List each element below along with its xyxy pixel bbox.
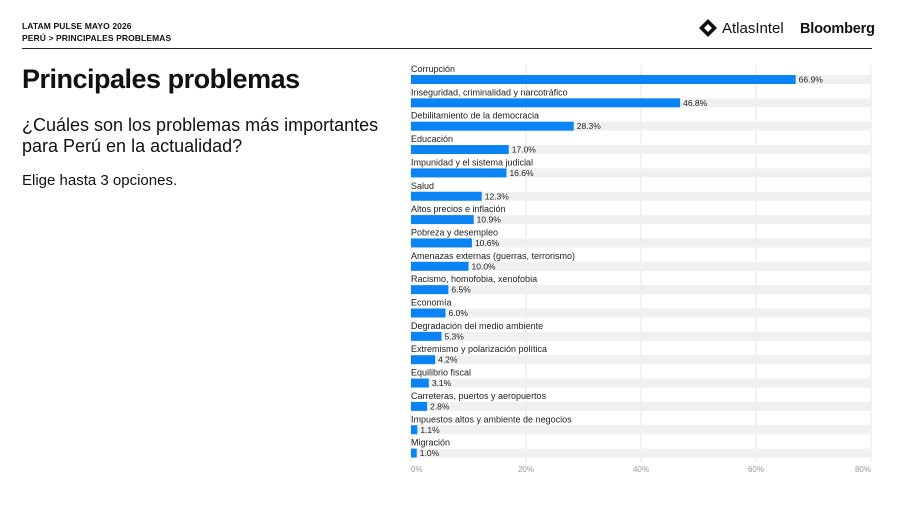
category-label: Impunidad y el sistema judicial [411, 157, 533, 167]
x-tick-label: 20% [518, 465, 534, 474]
survey-title: LATAM PULSE MAYO 2026 [22, 21, 132, 31]
bar-track [411, 285, 871, 295]
category-label: Educación [411, 134, 453, 144]
data-label: 6.0% [449, 308, 469, 318]
bar-track [411, 308, 871, 318]
category-label: Impuestos altos y ambiente de negocios [411, 414, 572, 424]
bar [411, 98, 681, 108]
data-label: 12.3% [485, 191, 510, 201]
bar [411, 401, 428, 411]
category-label: Equilibrio fiscal [411, 368, 471, 378]
bar-track [411, 145, 871, 155]
bar [411, 378, 429, 388]
category-label: Racismo, homofobia, xenofobia [411, 274, 537, 284]
header-info: LATAM PULSE MAYO 2026 PERÚ > PRINCIPALES… [22, 20, 171, 44]
data-label: 17.0% [512, 145, 537, 155]
category-label: Carreteras, puertos y aeropuertos [411, 391, 547, 401]
bar [411, 285, 449, 295]
data-label: 3.1% [432, 378, 452, 388]
bar-track [411, 168, 871, 178]
data-label: 6.5% [451, 285, 471, 295]
data-label: 5.3% [444, 331, 464, 341]
instruction-text: Elige hasta 3 opciones. [22, 172, 178, 189]
bar-track [411, 331, 871, 341]
bar [411, 168, 507, 178]
bar-track [411, 425, 871, 435]
atlasintel-logo: AtlasIntel [698, 18, 784, 38]
bar-track [411, 191, 871, 201]
data-label: 4.2% [438, 355, 458, 365]
data-label: 10.6% [475, 238, 500, 248]
category-label: Degradación del medio ambiente [411, 321, 543, 331]
bar [411, 355, 436, 365]
category-label: Amenazas externas (guerras, terrorismo) [411, 251, 575, 261]
bar-track [411, 261, 871, 271]
page-title: Principales problemas [22, 64, 300, 94]
breadcrumb: PERÚ > PRINCIPALES PROBLEMAS [22, 33, 172, 43]
bar [411, 215, 474, 225]
bloomberg-logo: Bloomberg [800, 21, 875, 37]
bar-track [411, 215, 871, 225]
data-label: 16.6% [509, 168, 534, 178]
data-label: 46.8% [683, 98, 708, 108]
category-label: Inseguridad, criminalidad y narcotráfico [411, 87, 568, 97]
category-label: Salud [411, 181, 434, 191]
x-tick-label: 40% [633, 465, 649, 474]
bar [411, 75, 796, 84]
data-label: 10.0% [472, 261, 497, 271]
bar [411, 121, 574, 131]
bar [411, 331, 442, 341]
x-tick-label: 60% [748, 465, 764, 474]
data-label: 28.3% [577, 121, 602, 131]
bar-track [411, 238, 871, 248]
data-label: 1.1% [420, 425, 440, 435]
bar-track [411, 355, 871, 365]
atlasintel-logo-icon [699, 19, 717, 37]
category-label: Debilitamiento de la democracia [411, 111, 539, 121]
data-label: 66.9% [799, 75, 824, 85]
bar-track [411, 448, 871, 458]
bar [411, 238, 472, 248]
category-label: Economía [411, 298, 452, 308]
bar [411, 448, 417, 458]
bar-track [411, 378, 871, 388]
header-divider [22, 48, 872, 49]
bar-track [411, 121, 871, 131]
bar [411, 191, 482, 201]
category-label: Corrupción [411, 64, 455, 74]
bar-track [411, 401, 871, 411]
data-label: 2.8% [430, 401, 450, 411]
atlasintel-logo-text: AtlasIntel [722, 19, 784, 37]
category-label: Extremismo y polarización política [411, 344, 547, 354]
bar [411, 425, 418, 435]
bar [411, 145, 509, 155]
category-label: Migración [411, 438, 450, 448]
x-tick-label: 80% [855, 465, 871, 474]
data-label: 10.9% [477, 215, 502, 225]
bar [411, 308, 446, 318]
x-tick-label: 0% [411, 465, 423, 474]
bar [411, 261, 469, 271]
category-label: Altos precios e inflación [411, 204, 506, 214]
question-text: ¿Cuáles son los problemas más importante… [22, 115, 379, 156]
category-label: Pobreza y desempleo [411, 227, 498, 237]
data-label: 1.0% [420, 448, 440, 458]
